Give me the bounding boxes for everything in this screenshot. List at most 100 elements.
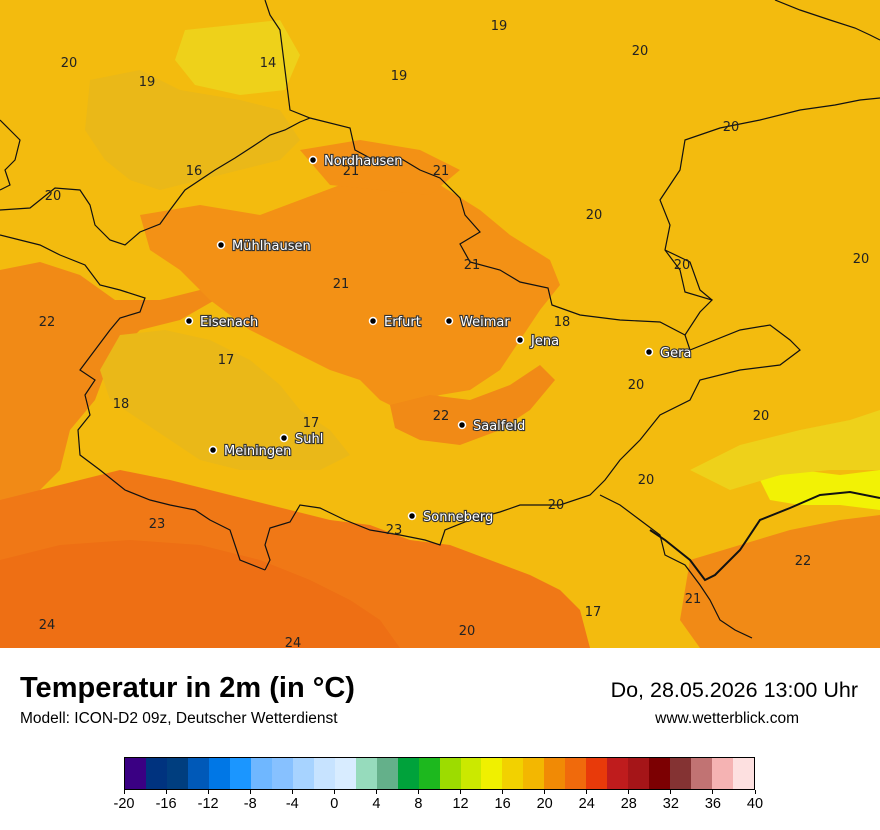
city-label: Eisenach: [200, 315, 258, 330]
colorbar-tick-label: 20: [536, 796, 553, 812]
state-borders: [0, 0, 880, 639]
city-dot: [457, 420, 467, 430]
temperature-value: 22: [795, 554, 812, 569]
colorbar-cell: [607, 758, 629, 789]
temperature-value: 20: [853, 252, 870, 267]
city-dot: [208, 445, 218, 455]
temperature-value: 16: [186, 164, 203, 179]
temp-zone-north: [300, 140, 460, 195]
colorbar-tick: [670, 790, 672, 794]
temp-zone-24: [0, 540, 400, 648]
city-jena: Jena: [515, 333, 560, 350]
colorbar-tick-label: 16: [494, 796, 511, 812]
colorbar-tick-label: 24: [578, 796, 595, 812]
colorbar-cell: [187, 758, 209, 789]
temperature-value: 20: [61, 56, 78, 71]
temperature-value: 19: [391, 69, 408, 84]
thuringia-border-east: [264, 324, 801, 571]
temperature-value: 21: [433, 164, 450, 179]
colorbar-cell: [460, 758, 482, 789]
colorbar-tick: [123, 790, 125, 794]
colorbar-tick-label: 12: [452, 796, 469, 812]
city-label: Jena: [530, 334, 559, 349]
temp-zone-central-basin: [140, 185, 560, 410]
temperature-value: 22: [39, 315, 56, 330]
colorbar-tick-label: -16: [155, 796, 177, 812]
temperature-value: 20: [632, 44, 649, 59]
colorbar-tick-label: 32: [662, 796, 679, 812]
temperature-value: 17: [218, 353, 235, 368]
border-northeast: [774, 0, 880, 41]
city-sonneberg: Sonneberg: [407, 509, 494, 526]
colorbar-cell: [544, 758, 566, 789]
temperature-value: 20: [674, 258, 691, 273]
model-subtitle: Modell: ICON-D2 09z, Deutscher Wetterdie…: [20, 710, 338, 727]
temperature-value: 18: [554, 315, 571, 330]
thuringia-border: [264, 0, 880, 336]
map-title: Temperatur in 2m (in °C): [20, 672, 355, 704]
colorbar-cell: [208, 758, 230, 789]
colorbar-tick: [502, 790, 504, 794]
colorbar-cell: [670, 758, 692, 789]
temperature-value: 20: [45, 189, 62, 204]
border-vogtland: [599, 494, 753, 639]
temperature-value: 23: [386, 523, 403, 538]
colorbar-cell: [733, 758, 755, 789]
thuringia-border-west: [0, 234, 266, 571]
colorbar-tick-label: -20: [113, 796, 135, 812]
colorbar-cell: [712, 758, 734, 789]
colorbar-tick-label: 8: [414, 796, 423, 812]
temperature-value: 14: [260, 56, 277, 71]
temperature-value: 18: [113, 397, 130, 412]
colorbar-cell: [271, 758, 293, 789]
temp-zone-harz: [85, 70, 300, 190]
city-dot: [368, 316, 378, 326]
temperature-value: 21: [685, 592, 702, 607]
colorbar-tick-label: 28: [620, 796, 637, 812]
border-nw: [0, 119, 21, 191]
colorbar-ticks: -20 -16 -12 -8 -4 0 4 8 12 16 20 24 28 32 36 40: [114, 790, 763, 820]
temp-zone-saale: [390, 365, 555, 445]
colorbar-cell: [397, 758, 419, 789]
city-label: Nordhausen: [324, 154, 403, 169]
temperature-value: 23: [149, 517, 166, 532]
forecast-datetime: Do, 28.05.2026 13:00 Uhr: [610, 678, 858, 702]
temperature-value: 20: [586, 208, 603, 223]
temperature-value: 20: [723, 120, 740, 135]
colorbar-cell: [292, 758, 314, 789]
city-dot: [444, 316, 454, 326]
temperature-value: 20: [638, 473, 655, 488]
temp-zone-west: [0, 262, 225, 505]
city-dot: [184, 316, 194, 326]
temperature-value: 21: [333, 277, 350, 292]
city-dot: [515, 335, 525, 345]
city-dot: [216, 240, 226, 250]
colorbar-tick-label: -8: [243, 796, 257, 812]
colorbar-tick-label: 4: [372, 796, 381, 812]
website-link[interactable]: www.wetterblick.com: [655, 710, 799, 727]
colorbar-tick-label: -12: [197, 796, 219, 812]
temperature-value: 21: [464, 258, 481, 273]
temperature-value: 20: [753, 409, 770, 424]
colorbar-tick: [291, 790, 293, 794]
colorbar-tick: [375, 790, 377, 794]
colorbar-tick: [586, 790, 588, 794]
colorbar-tick: [754, 790, 756, 794]
temperature-value: 24: [39, 618, 56, 633]
colorbar-tick: [628, 790, 630, 794]
city-label: Suhl: [295, 432, 323, 447]
temperature-value: 22: [433, 409, 450, 424]
temperature-value: 19: [491, 19, 508, 34]
colorbar-tick: [333, 790, 335, 794]
city-label: Mühlhausen: [232, 239, 311, 254]
thuringia-border-north: [0, 117, 311, 246]
colorbar-tick: [460, 790, 462, 794]
colorbar-tick-label: 40: [746, 796, 764, 812]
colorbar-tick-label: -4: [285, 796, 299, 812]
temp-zone-south-east: [680, 515, 880, 648]
colorbar-tick: [712, 790, 714, 794]
temperature-value: 24: [285, 636, 302, 648]
city-label: Gera: [660, 346, 691, 361]
temperature-value: 20: [548, 498, 565, 513]
city-label: Sonneberg: [423, 510, 493, 525]
